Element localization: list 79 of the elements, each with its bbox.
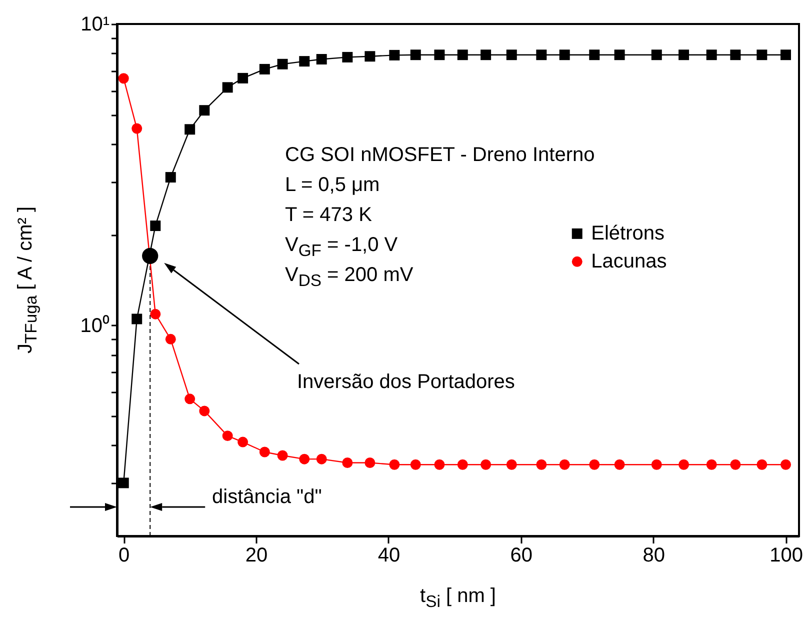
- point: [316, 454, 327, 464]
- point: [480, 50, 492, 60]
- point: [536, 459, 547, 470]
- point: [614, 50, 625, 60]
- point: [299, 56, 310, 67]
- point: [118, 73, 129, 84]
- point: [299, 454, 310, 464]
- point: [410, 50, 421, 60]
- point: [457, 50, 468, 60]
- point: [506, 50, 517, 60]
- point: [730, 50, 741, 60]
- point: [706, 459, 717, 470]
- x-tick-label: 80: [642, 544, 665, 566]
- point: [559, 459, 570, 470]
- point: [222, 430, 233, 442]
- point: [678, 459, 690, 470]
- point: [238, 72, 248, 84]
- annotation: L = 0,5 μm: [285, 174, 380, 196]
- x-tick-label: 20: [245, 544, 268, 566]
- point: [559, 50, 570, 60]
- point: [165, 334, 176, 344]
- point: [651, 459, 662, 470]
- point: [480, 459, 492, 470]
- x-axis-title: t$_{Si}$ [ nm ]: [420, 585, 496, 611]
- point: [410, 459, 421, 470]
- x-tick-label: 60: [510, 544, 533, 566]
- y-tick-label: 10¹: [80, 14, 110, 36]
- point: [651, 50, 662, 60]
- point: [780, 50, 791, 60]
- point: [678, 50, 690, 60]
- point: [457, 459, 468, 470]
- point: [238, 436, 248, 448]
- point: [277, 58, 288, 70]
- point: [756, 50, 768, 60]
- point: [277, 450, 288, 461]
- point: [259, 446, 270, 458]
- point: [434, 459, 445, 470]
- x-tick-label: 100: [770, 544, 803, 566]
- x-tick-label: 40: [378, 544, 400, 566]
- point: [589, 459, 600, 470]
- point: [184, 124, 196, 135]
- point: [199, 406, 210, 416]
- annotation: distância "d": [212, 486, 322, 508]
- point: [614, 459, 625, 470]
- point: [730, 459, 741, 470]
- y-tick-label: 10⁰: [80, 314, 110, 337]
- point: [589, 50, 600, 60]
- point: [165, 172, 176, 183]
- x-tick-label: 0: [118, 544, 130, 566]
- point: [536, 50, 547, 60]
- annotation: T = 473 K: [285, 204, 372, 226]
- point: [150, 308, 161, 320]
- point: [364, 51, 376, 62]
- point: [364, 458, 376, 468]
- legend-label: Elétrons: [591, 222, 664, 245]
- point: [184, 394, 196, 404]
- annotation: CG SOI nMOSFET - Dreno Interno: [285, 144, 595, 166]
- annotation: V$_{DS}$ = 200 mV: [285, 264, 414, 290]
- point: [342, 458, 353, 468]
- point: [434, 50, 445, 60]
- point: [389, 50, 400, 60]
- point: [150, 220, 161, 232]
- point: [142, 248, 158, 264]
- point: [756, 459, 768, 470]
- point: [342, 52, 353, 62]
- point: [199, 105, 210, 116]
- annotation: Inversão dos Portadores: [297, 371, 515, 393]
- point: [118, 478, 129, 488]
- point: [222, 82, 233, 93]
- point: [132, 123, 142, 134]
- point: [506, 459, 517, 470]
- point: [780, 459, 791, 470]
- point: [389, 459, 400, 470]
- point: [259, 64, 270, 74]
- annotation: V$_{GF}$ = -1,0 V: [285, 234, 398, 260]
- point: [316, 54, 327, 64]
- legend-label: Lacunas: [591, 250, 667, 273]
- point: [132, 314, 142, 324]
- point: [706, 50, 717, 60]
